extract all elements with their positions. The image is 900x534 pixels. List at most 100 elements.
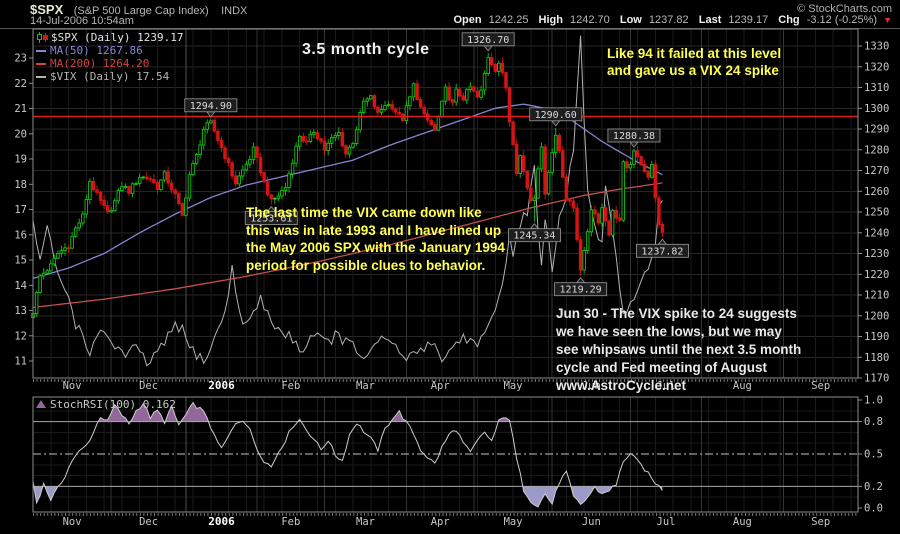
x-axis-month-label: Sep — [811, 380, 830, 392]
stochrsi-axis-label: 1.0 — [864, 395, 883, 407]
last-value: 1239.17 — [728, 14, 769, 26]
x-axis-month-label: Apr — [431, 380, 450, 392]
annotation-line: Jun 30 - The VIX spike to 24 suggests — [556, 306, 797, 321]
stochrsi-legend: StochRSI(100) 0.162 — [36, 398, 176, 411]
price-axis-label: 1230 — [864, 248, 889, 260]
price-callout-box — [184, 98, 238, 113]
price-axis-label: 1240 — [864, 227, 889, 239]
x-axis-month-label: Aug — [733, 516, 752, 528]
price-axis-label: 1280 — [864, 144, 889, 156]
open-label: Open — [453, 14, 482, 26]
x-axis-month-label: Dec — [139, 380, 158, 392]
price-axis-label: 1310 — [864, 82, 889, 94]
symbol: $SPX — [30, 2, 64, 17]
x-axis-month-label: Mar — [356, 516, 375, 528]
x-axis-month-label: Nov — [63, 380, 82, 392]
stochrsi-axis-label: 0.8 — [864, 416, 883, 428]
callout-pointer — [657, 238, 668, 245]
price-axis-label: 1170 — [864, 373, 889, 385]
chart-datetime: 14-Jul-2006 10:54am — [30, 15, 134, 27]
annotation-line: see whipsaws until the next 3.5 month — [556, 342, 802, 357]
header: $SPX (S&P 500 Large Cap Index) INDX — [30, 1, 247, 19]
price-callout-box — [461, 32, 515, 47]
legend-item-ma50: MA(50) 1267.86 — [36, 44, 183, 57]
callout-pointer — [550, 120, 561, 127]
stochrsi-overbought-fill — [33, 402, 663, 422]
main-chart-legend: $SPX (Daily) 1239.17 MA(50) 1267.86 MA(2… — [36, 31, 183, 83]
symbol-description: (S&P 500 Large Cap Index) — [73, 5, 209, 17]
open-value: 1242.25 — [488, 14, 529, 26]
annotation-cycle: 3.5 month cycle — [302, 41, 430, 58]
vix-axis-label: 14 — [14, 280, 27, 292]
stochrsi-axis-label: 0.0 — [864, 503, 883, 515]
x-axis-month-label: Dec — [139, 516, 158, 528]
vix-axis-label: 20 — [14, 128, 27, 140]
high-value: 1242.70 — [570, 14, 610, 26]
vix-line-icon — [36, 76, 46, 78]
x-axis-month-label: Jul — [657, 380, 676, 392]
price-callout-box — [529, 107, 583, 122]
stochrsi-area-icon — [36, 400, 46, 408]
price-callout-box — [636, 243, 689, 258]
price-callout-box — [607, 128, 661, 143]
price-callout-label: 1326.70 — [467, 35, 509, 46]
annotation-vix-history: The last time the VIX came down like thi… — [246, 204, 505, 274]
last-label: Last — [698, 14, 722, 26]
x-axis-month-label: Jul — [657, 516, 676, 528]
annotation-line: and gave us a VIX 24 spike — [607, 63, 779, 78]
x-axis-month-label: May — [504, 380, 523, 392]
price-axis-label: 1180 — [864, 352, 889, 364]
change-value: -3.12 (-0.25%) — [806, 14, 878, 26]
price-axis-label: 1260 — [864, 186, 889, 198]
price-callout-box — [507, 228, 561, 243]
price-axis-label: 1210 — [864, 290, 889, 302]
vix-axis-label: 18 — [14, 179, 27, 191]
quote-summary: Open 1242.25 High 1242.70 Low 1237.82 La… — [446, 14, 892, 26]
stochrsi-line — [32, 401, 663, 508]
vix-axis-label: 19 — [14, 154, 27, 166]
x-axis-month-label: Jun — [582, 380, 601, 392]
price-axis-label: 1270 — [864, 165, 889, 177]
low-label: Low — [619, 14, 642, 26]
vix-axis-label: 15 — [14, 255, 27, 267]
price-callout-label: 1280.38 — [613, 131, 655, 142]
price-callout-label: 1294.90 — [190, 101, 232, 112]
x-axis-month-label: Feb — [281, 380, 300, 392]
annotation-jun30-note: Jun 30 - The VIX spike to 24 suggests we… — [556, 305, 801, 395]
x-axis-month-label: Mar — [356, 380, 375, 392]
x-axis-month-label: Jun — [582, 516, 601, 528]
change-down-arrow-icon: ▼ — [883, 15, 892, 25]
legend-ma50-label: MA(50) 1267.86 — [50, 44, 143, 57]
annotation-line: this was in late 1993 and I have lined u… — [246, 222, 502, 238]
price-callout-box — [244, 211, 298, 225]
low-value: 1237.82 — [648, 14, 689, 26]
x-axis-month-label: Sep — [811, 516, 830, 528]
price-callouts: 1326.70 1294.90 1290.60 1280.38 1253.61 1245.… — [184, 32, 689, 297]
annotation-line: www.AstroCycle.net — [556, 378, 687, 393]
price-axis-label: 1290 — [864, 124, 889, 136]
legend-item-vix: $VIX (Daily) 17.54 — [36, 70, 183, 83]
exchange-label: INDX — [221, 5, 248, 17]
annotation-line: period for possible clues to behavior. — [246, 257, 486, 273]
copyright: © StockCharts.com — [797, 3, 892, 15]
price-axis-label: 1200 — [864, 310, 889, 322]
annotation-failed-level: Like 94 it failed at this level and gave… — [607, 45, 781, 79]
candlestick-icon — [36, 32, 48, 46]
vix-axis-label: 17 — [14, 204, 27, 216]
stochrsi-axis-label: 0.2 — [864, 481, 883, 493]
vix-axis-label: 21 — [14, 103, 27, 115]
vix-axis-label: 16 — [14, 229, 27, 241]
x-axis-month-label: Nov — [63, 516, 82, 528]
vix-axis-label: 13 — [14, 305, 27, 317]
vix-axis-label: 22 — [14, 78, 27, 90]
x-axis-month-label: Aug — [733, 380, 752, 392]
callout-pointer — [483, 45, 494, 52]
main-plot-frame — [32, 28, 859, 379]
x-axis-month-label: 2006 — [208, 515, 235, 528]
price-callout-label: 1219.29 — [560, 285, 602, 296]
x-axis-month-label: Apr — [431, 516, 450, 528]
annotation-line: The last time the VIX came down like — [246, 205, 482, 220]
ma50-line-icon — [36, 50, 46, 52]
